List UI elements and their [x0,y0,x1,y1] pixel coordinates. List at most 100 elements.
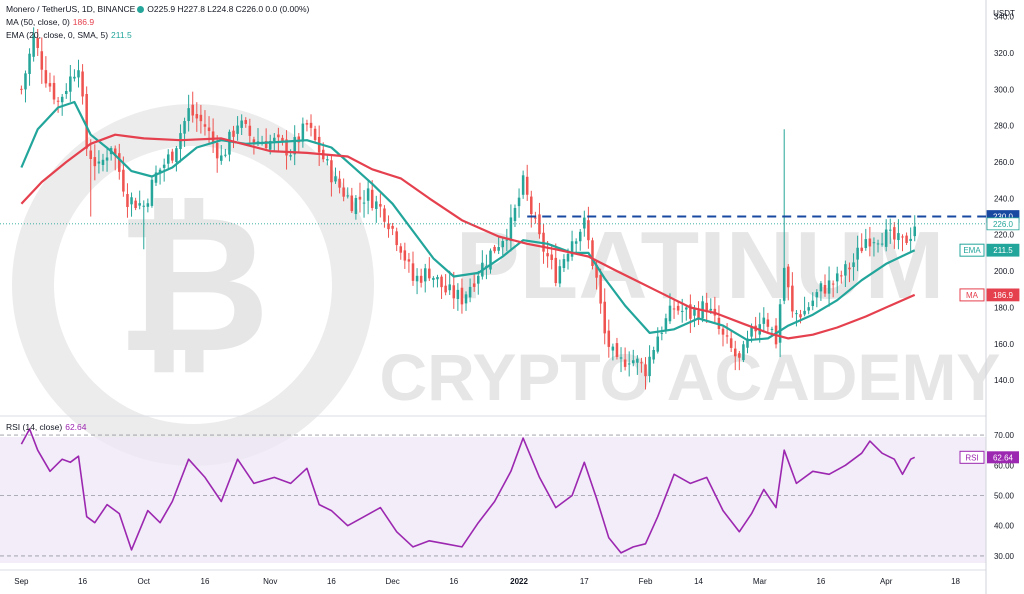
candle-body [656,336,660,352]
candle-body [362,202,366,204]
candle-body [627,363,631,365]
candle-body [244,120,248,124]
candle-body [587,220,590,241]
rsi-tag-label-box [959,450,985,464]
rsi-tick-label: 50.00 [994,492,1015,501]
price-tick-label: 320.0 [994,49,1015,58]
rsi-tag-box [987,451,1019,464]
candle-body [448,284,451,291]
candle-body [154,172,158,183]
candle-body [122,169,125,192]
ema-legend-label: EMA (20, close, 0, SMA, 5) [6,30,109,40]
candle-body [28,53,31,74]
price-axis[interactable]: 140.0 160.0 180.0 200.0 220.0 240.0 260.0 280.0… [994,13,1015,386]
rsi-tag-label: RSI [965,453,978,462]
symbol-legend[interactable]: Monero / TetherUS, 1D, BINANCE O225.9 H22… [6,3,309,15]
ema-line [20,100,916,342]
candle-body [93,157,97,167]
candle-body [105,157,109,161]
time-tick-label: 16 [78,577,87,586]
price-tick-label: 240.0 [994,194,1015,203]
time-tick-label: 16 [201,577,210,586]
candle-body [558,266,562,284]
candle-body [603,301,606,334]
candle-body [264,140,268,149]
rsi-tick-label: 30.00 [994,552,1015,561]
candle-body [897,233,900,241]
rsi-legend-label: RSI (14, close) [6,422,63,432]
rsi-tick-label: 60.00 [994,461,1015,470]
rsi-axis[interactable]: 30.00 40.00 50.00 60.00 70.00 [0,431,1015,561]
candle-body [501,241,505,248]
price-tag-box [986,288,1020,302]
candle-body [440,276,443,288]
ema-legend[interactable]: EMA (20, close, 0, SMA, 5) 211.5 [6,29,132,41]
time-tick-label: Dec [385,577,399,586]
candle-body [811,300,815,307]
rsi-tag-value: 62.64 [993,453,1014,462]
candle-body [40,51,44,70]
candle-body [334,176,337,182]
candle-body [395,231,398,246]
candle-body [89,150,93,160]
candle-body [101,159,105,165]
candle-body [187,108,190,122]
candle-body [778,304,782,343]
time-tick-label: Nov [263,577,277,586]
candle-body [252,139,256,144]
candle-body [150,179,154,206]
candle-body [550,254,553,260]
candle-body [476,275,480,284]
candle-body [162,164,166,168]
rsi-legend[interactable]: RSI (14, close) 62.64 [6,421,87,433]
price-tick-label: 180.0 [994,303,1015,312]
watermark-line1: PLATINUM [456,212,945,319]
candle-body [326,159,329,161]
candle-body [248,125,252,136]
candle-body [175,148,178,163]
candle-body [277,134,280,138]
price-tick-label: 140.0 [994,376,1015,385]
candle-body [685,307,688,310]
candle-body [823,285,827,294]
time-tick-label: Sep [14,577,29,586]
candle-body [705,302,708,313]
candle-body [509,217,513,242]
candle-body [444,285,447,293]
price-tag-value: 230.0 [993,213,1014,222]
time-tick-label: 17 [580,577,589,586]
rsi-line [20,428,916,554]
candle-body [819,283,823,292]
time-axis[interactable]: Sep 16 Oct 16 Nov 16 Dec 16 2022 17 Feb 14 Mar 16 Apr 1… [14,577,960,586]
moving-average-lines [20,100,916,342]
candle-body [840,275,843,277]
candle-body [32,35,35,57]
candle-body [517,197,521,207]
watermark-bitcoin-glyph: ₿ [116,179,271,391]
candle-body [901,236,904,238]
candle-body [166,154,170,164]
watermark-line2: CRYPTO ACADEMY [380,340,1001,414]
candle-body [464,294,468,304]
candle-body [827,280,831,294]
candle-body [330,160,333,183]
candle-body [81,71,84,97]
candle-body [403,250,407,261]
candle-body [65,90,68,95]
currency-label: USDT [993,9,1015,18]
candle-body [224,154,227,156]
symbol-title[interactable]: Monero / TetherUS, 1D, BINANCE [6,4,136,14]
candle-body [738,353,741,358]
price-tick-label: 280.0 [994,122,1015,131]
candle-body [171,151,174,161]
candle-body [844,264,847,276]
candle-body [505,239,509,241]
candle-body [721,328,725,335]
ma-legend[interactable]: MA (50, close, 0) 186.9 [6,16,94,28]
candle-body [460,287,464,305]
price-tag-label-box [959,288,985,302]
candle-body [599,274,602,304]
candle-body [220,155,223,161]
candle-body [419,275,423,283]
